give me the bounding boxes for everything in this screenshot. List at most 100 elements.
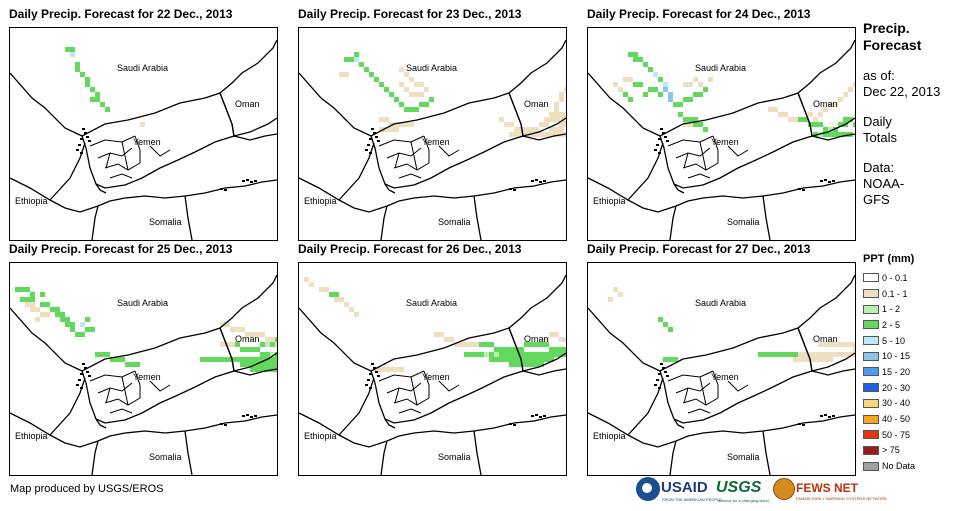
precip-cell xyxy=(828,127,833,132)
precip-cell xyxy=(524,357,529,362)
precip-cell xyxy=(265,362,270,367)
precip-cell xyxy=(628,97,633,102)
precip-cell xyxy=(693,122,698,127)
precip-cell xyxy=(549,127,554,132)
legend-swatch xyxy=(863,304,879,314)
island-shape xyxy=(539,181,542,183)
precip-cell xyxy=(469,342,474,347)
precip-cell xyxy=(703,127,708,132)
boundary-line xyxy=(522,133,566,141)
precip-cell xyxy=(524,342,529,347)
boundary-line xyxy=(81,92,235,189)
precip-cell xyxy=(823,357,828,362)
boundary-line xyxy=(95,183,107,194)
island-shape xyxy=(254,180,257,182)
precip-cell xyxy=(454,342,459,347)
precip-cell xyxy=(823,342,828,347)
legend-row: 40 - 50 xyxy=(863,411,963,427)
panel-title: Daily Precip. Forecast for 25 Dec., 2013 xyxy=(9,242,233,256)
precip-cell xyxy=(534,127,539,132)
precip-cell xyxy=(494,347,499,352)
precip-cell xyxy=(564,352,566,357)
precip-cell xyxy=(504,357,509,362)
island-shape xyxy=(82,363,85,365)
precip-cell xyxy=(80,72,85,77)
boundary-line xyxy=(49,377,86,436)
precip-cell xyxy=(245,347,250,352)
precip-cell xyxy=(270,342,275,347)
precip-cell xyxy=(409,107,414,112)
precip-cell xyxy=(683,122,688,127)
boundary-line xyxy=(10,274,277,372)
precip-cell xyxy=(309,282,314,287)
precip-cell xyxy=(419,92,424,97)
label-saudi-arabia: Saudi Arabia xyxy=(406,63,458,73)
island-shape xyxy=(88,140,91,142)
precip-cell xyxy=(344,72,349,77)
label-ethiopia: Ethiopia xyxy=(304,431,337,441)
precip-cell xyxy=(564,337,566,342)
precip-cell xyxy=(668,357,673,362)
boundary-line xyxy=(95,418,107,429)
precip-cell xyxy=(25,287,30,292)
precip-cell xyxy=(633,82,638,87)
precip-cell xyxy=(554,102,559,107)
precip-cell xyxy=(60,312,65,317)
island-shape xyxy=(660,128,663,130)
legend-row: 15 - 20 xyxy=(863,364,963,380)
precip-cell xyxy=(45,302,50,307)
boundary-line xyxy=(299,177,566,213)
precip-cell xyxy=(823,127,828,132)
legend-label: 20 - 30 xyxy=(882,382,911,393)
precip-cell xyxy=(389,122,394,127)
precip-cell xyxy=(260,357,265,362)
precip-cell xyxy=(65,322,70,327)
precip-cell xyxy=(778,352,783,357)
precip-cell xyxy=(549,352,554,357)
label-oman: Oman xyxy=(524,99,549,109)
precip-cell xyxy=(40,312,45,317)
boundary-line xyxy=(89,135,141,179)
precip-cell xyxy=(40,302,45,307)
precip-cell xyxy=(444,337,449,342)
precip-cell xyxy=(793,357,798,362)
precip-cell xyxy=(668,92,673,97)
precip-cell xyxy=(564,347,566,352)
legend-label: 0.1 - 1 xyxy=(882,288,908,299)
precip-cell xyxy=(608,297,613,302)
precip-cell xyxy=(419,102,424,107)
island-shape xyxy=(246,414,249,416)
precip-cell xyxy=(504,352,509,357)
precip-cell xyxy=(15,287,20,292)
island-shape xyxy=(666,375,669,377)
precip-cell xyxy=(200,357,205,362)
precip-cell xyxy=(633,52,638,57)
precip-cell xyxy=(389,367,394,372)
sidebar-title-line2: Forecast xyxy=(863,37,922,53)
legend-swatch xyxy=(863,320,879,330)
label-oman: Oman xyxy=(813,99,838,109)
precip-cell xyxy=(514,132,519,137)
precip-cell xyxy=(384,117,389,122)
precip-cell xyxy=(693,77,698,82)
precip-cell xyxy=(529,362,534,367)
precip-cell xyxy=(559,112,564,117)
precip-cell xyxy=(85,317,90,322)
precip-map xyxy=(299,39,566,240)
island-shape xyxy=(373,367,376,369)
precip-cell xyxy=(534,352,539,357)
precip-cell xyxy=(534,362,539,367)
precip-cell xyxy=(693,117,698,122)
legend-label: 40 - 50 xyxy=(882,414,911,425)
precip-cell xyxy=(783,352,788,357)
boundary-line xyxy=(673,183,685,194)
precip-cell xyxy=(255,332,260,337)
boundary-line xyxy=(299,274,566,372)
boundary-line xyxy=(89,370,141,414)
fews-net-globe-icon xyxy=(773,478,795,500)
precip-cell xyxy=(788,352,793,357)
label-saudi-arabia: Saudi Arabia xyxy=(695,298,747,308)
precip-cell xyxy=(638,57,643,62)
boundary-line xyxy=(10,177,277,213)
island-shape xyxy=(658,138,661,140)
